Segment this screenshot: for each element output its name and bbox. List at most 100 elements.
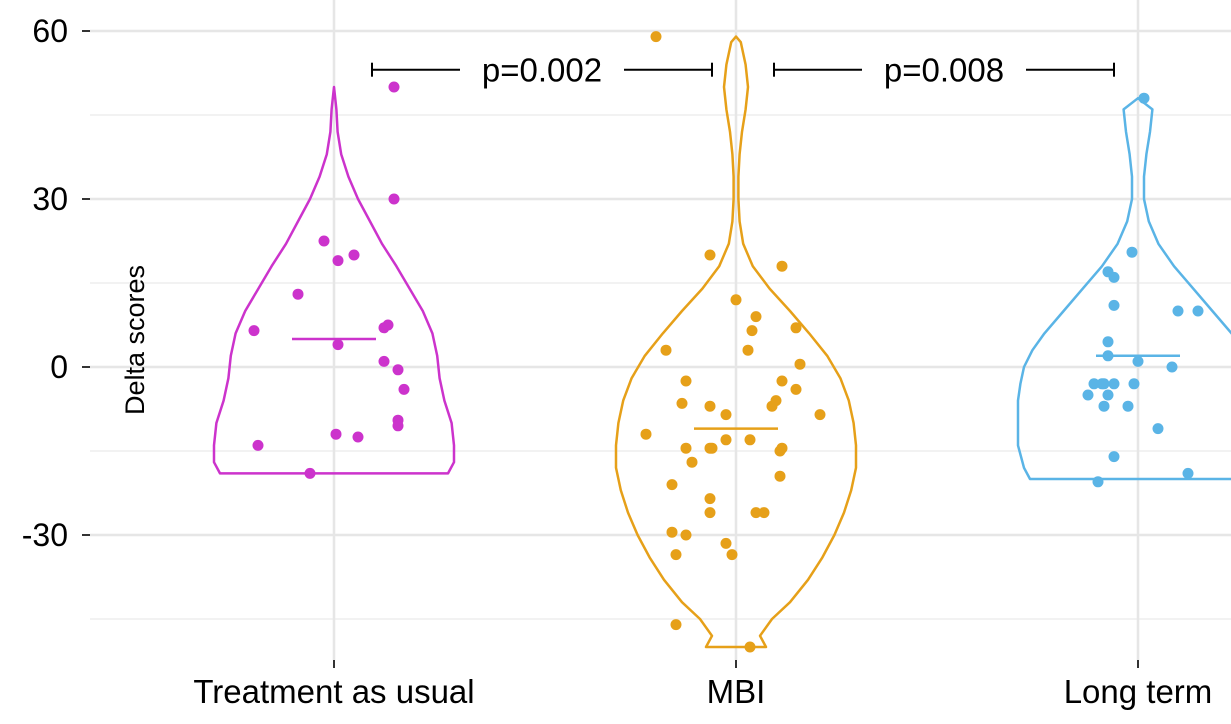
data-point xyxy=(398,383,410,395)
data-point xyxy=(670,619,682,631)
data-point xyxy=(1108,299,1120,311)
data-point xyxy=(704,507,716,519)
data-point xyxy=(746,325,758,337)
data-point xyxy=(680,529,692,541)
violin-outline xyxy=(212,85,456,475)
data-point xyxy=(794,358,806,370)
data-point xyxy=(248,325,260,337)
data-point xyxy=(1098,378,1110,390)
data-point xyxy=(680,442,692,454)
data-point xyxy=(742,344,754,356)
data-point xyxy=(758,507,770,519)
data-point xyxy=(776,260,788,272)
data-point xyxy=(676,397,688,409)
significance-bracket: p=0.008 xyxy=(773,52,1115,89)
data-point xyxy=(704,442,716,454)
data-point xyxy=(650,31,662,43)
data-point xyxy=(1128,378,1140,390)
data-point xyxy=(726,549,738,561)
data-point xyxy=(1122,400,1134,412)
data-point xyxy=(766,400,778,412)
violin-group xyxy=(614,31,858,653)
x-category-label: MBI xyxy=(707,673,766,710)
data-point xyxy=(720,434,732,446)
data-point xyxy=(704,249,716,261)
y-tick-label: 60 xyxy=(32,13,68,49)
data-point xyxy=(790,383,802,395)
grid-lines xyxy=(90,0,1231,660)
data-point xyxy=(666,479,678,491)
data-point xyxy=(680,375,692,387)
data-point xyxy=(750,311,762,323)
data-point xyxy=(666,526,678,538)
p-value-label: p=0.008 xyxy=(884,52,1004,89)
data-point xyxy=(1182,467,1194,479)
violin-group xyxy=(1016,92,1231,488)
data-point xyxy=(388,193,400,205)
data-point xyxy=(1102,389,1114,401)
violin-group xyxy=(212,81,456,479)
violin-outline xyxy=(614,35,858,649)
data-point xyxy=(392,420,404,432)
data-point xyxy=(1092,476,1104,488)
violin-outline xyxy=(1016,96,1231,481)
data-point xyxy=(1172,305,1184,317)
data-point xyxy=(790,322,802,334)
data-point xyxy=(378,355,390,367)
data-point xyxy=(382,319,394,331)
data-point xyxy=(1108,451,1120,463)
y-tick-label: -30 xyxy=(22,517,68,553)
data-point xyxy=(720,537,732,549)
data-point xyxy=(720,409,732,421)
data-point xyxy=(1132,355,1144,367)
y-axis: 60 30 0 -30 Treatment as usual MBI Long term xyxy=(22,13,1213,710)
data-point xyxy=(640,428,652,440)
y-tick-label: 30 xyxy=(32,181,68,217)
data-point xyxy=(330,428,342,440)
data-point xyxy=(348,249,360,261)
data-point xyxy=(1108,271,1120,283)
p-value-label: p=0.002 xyxy=(482,52,602,89)
data-point xyxy=(686,456,698,468)
data-point xyxy=(660,344,672,356)
data-point xyxy=(814,409,826,421)
data-point xyxy=(704,400,716,412)
data-point xyxy=(1126,246,1138,258)
data-point xyxy=(292,288,304,300)
violins xyxy=(212,31,1231,653)
significance-bracket: p=0.002 xyxy=(371,52,713,89)
data-point xyxy=(1108,378,1120,390)
data-point xyxy=(750,507,762,519)
data-point xyxy=(774,470,786,482)
data-point xyxy=(704,493,716,505)
data-point xyxy=(1098,400,1110,412)
data-point xyxy=(1192,305,1204,317)
data-point xyxy=(352,431,364,443)
data-point xyxy=(776,442,788,454)
data-point xyxy=(776,375,788,387)
x-category-label: Long term xyxy=(1064,673,1213,710)
data-point xyxy=(1138,92,1150,104)
data-point xyxy=(332,255,344,267)
data-point xyxy=(730,294,742,306)
data-point xyxy=(392,364,404,376)
data-point xyxy=(1166,361,1178,373)
data-point xyxy=(388,81,400,93)
data-point xyxy=(744,641,756,653)
data-point xyxy=(304,467,316,479)
x-category-label: Treatment as usual xyxy=(193,673,474,710)
y-tick-label: 0 xyxy=(50,349,68,385)
data-point xyxy=(670,549,682,561)
data-point xyxy=(1088,378,1100,390)
significance-annotations: p=0.002 p=0.008 xyxy=(371,52,1115,89)
data-point xyxy=(744,434,756,446)
data-point xyxy=(1102,336,1114,348)
data-point xyxy=(1152,423,1164,435)
y-axis-label: Delta scores xyxy=(120,265,150,415)
data-point xyxy=(1102,350,1114,362)
data-point xyxy=(1082,389,1094,401)
data-point xyxy=(318,235,330,247)
data-point xyxy=(332,339,344,351)
